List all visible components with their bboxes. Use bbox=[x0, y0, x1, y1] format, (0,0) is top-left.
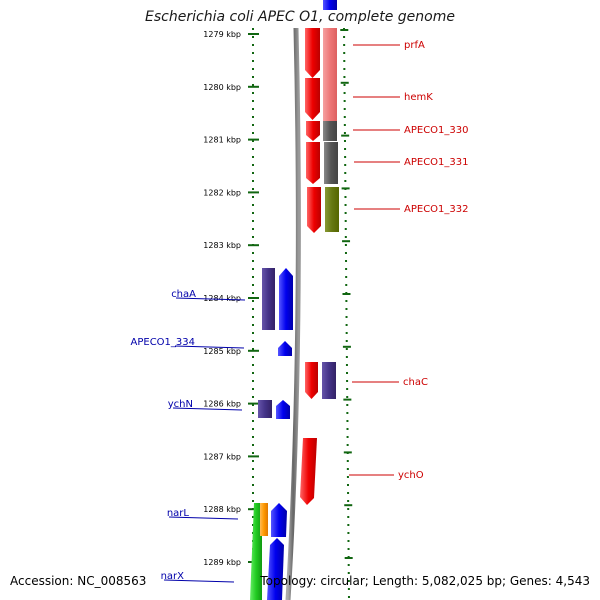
tick-label: 1284 kbp bbox=[203, 294, 241, 303]
gene-feature-ychN-track2 bbox=[258, 400, 272, 418]
tick-label: 1279 kbp bbox=[203, 30, 241, 39]
topology-label: Topology: circular; Length: 5,082,025 bp… bbox=[260, 574, 590, 588]
gene-label-prfA[interactable]: prfA bbox=[404, 40, 425, 51]
gene-label-APECO1_330[interactable]: APECO1_330 bbox=[404, 125, 469, 136]
tick-label: 1287 kbp bbox=[203, 452, 241, 461]
gene-feature-ychN bbox=[276, 400, 290, 419]
gene-labels-left: chaA APECO1_334 ychN narL narX bbox=[131, 289, 246, 583]
gene-feature-APECO1_330 bbox=[306, 121, 320, 141]
gene-feature-APECO1_330-track2 bbox=[323, 121, 337, 141]
gene-feature-top-blue bbox=[323, 0, 337, 10]
gene-feature-prfA bbox=[305, 28, 320, 78]
gene-feature-APECO1_331-track2 bbox=[324, 142, 338, 184]
tick-label: 1281 kbp bbox=[203, 136, 241, 145]
gene-labels-right: prfA hemK APECO1_330 APECO1_331 APECO1_332ch… bbox=[349, 40, 469, 481]
gene-feature-hemK-track2 bbox=[323, 74, 337, 121]
gene-connector-left bbox=[174, 345, 245, 349]
gene-feature-hemK bbox=[305, 78, 320, 120]
tick-label: 1280 kbp bbox=[203, 83, 241, 92]
left-track-features bbox=[250, 268, 293, 600]
gene-feature-APECO1_334 bbox=[278, 341, 292, 356]
ruler-line-right bbox=[343, 27, 350, 600]
map-title: Escherichia coli APEC O1, complete genom… bbox=[145, 9, 455, 25]
gene-feature-chaA bbox=[279, 268, 293, 330]
gene-label-APECO1_334[interactable]: APECO1_334 bbox=[131, 337, 196, 348]
gene-feature-APECO1_332 bbox=[307, 187, 321, 233]
gene-feature-prfA-track2 bbox=[323, 28, 337, 74]
gene-connector-left bbox=[175, 297, 246, 301]
gene-feature-APECO1_332-track2 bbox=[325, 187, 339, 232]
gene-feature-chaA-track2 bbox=[262, 268, 275, 330]
tick-layer: 1279 kbp 1280 kbp 1281 kbp 1282 kbp 1283 kbp… bbox=[203, 29, 353, 567]
accession-label: Accession: NC_008563 bbox=[10, 574, 147, 588]
tick-label: 1282 kbp bbox=[203, 188, 241, 197]
gene-feature-narL bbox=[271, 503, 287, 537]
gene-feature-narX bbox=[267, 538, 284, 600]
tick-label: 1289 kbp bbox=[203, 558, 241, 567]
gene-label-chaC[interactable]: chaC bbox=[403, 377, 428, 388]
tick-label: 1283 kbp bbox=[203, 241, 241, 250]
gene-feature-APECO1_331 bbox=[306, 142, 320, 184]
gene-connector-left bbox=[163, 579, 235, 583]
tick-label: 1285 kbp bbox=[203, 347, 241, 356]
gene-label-chaA[interactable]: chaA bbox=[171, 289, 196, 300]
gene-label-narX[interactable]: narX bbox=[161, 571, 185, 582]
gene-connector-left bbox=[172, 407, 243, 411]
gene-label-APECO1_332[interactable]: APECO1_332 bbox=[404, 204, 469, 215]
gene-label-APECO1_331[interactable]: APECO1_331 bbox=[404, 157, 469, 168]
gene-label-ychO[interactable]: ychO bbox=[398, 470, 424, 481]
gene-label-ychN[interactable]: ychN bbox=[168, 399, 193, 410]
gene-feature-chaC-track2 bbox=[322, 362, 336, 399]
gene-feature-ychO bbox=[300, 438, 317, 505]
gene-label-narL[interactable]: narL bbox=[167, 508, 190, 519]
gene-label-hemK[interactable]: hemK bbox=[404, 92, 433, 103]
gene-connector-left bbox=[168, 516, 239, 520]
tick-label: 1286 kbp bbox=[203, 400, 241, 409]
gene-feature-narL-green bbox=[250, 503, 262, 600]
genome-backbone bbox=[285, 27, 301, 600]
right-track-features bbox=[300, 0, 339, 505]
tick-label: 1288 kbp bbox=[203, 505, 241, 514]
gene-feature-chaC bbox=[305, 362, 318, 399]
gene-feature-narL-orange bbox=[260, 503, 268, 536]
